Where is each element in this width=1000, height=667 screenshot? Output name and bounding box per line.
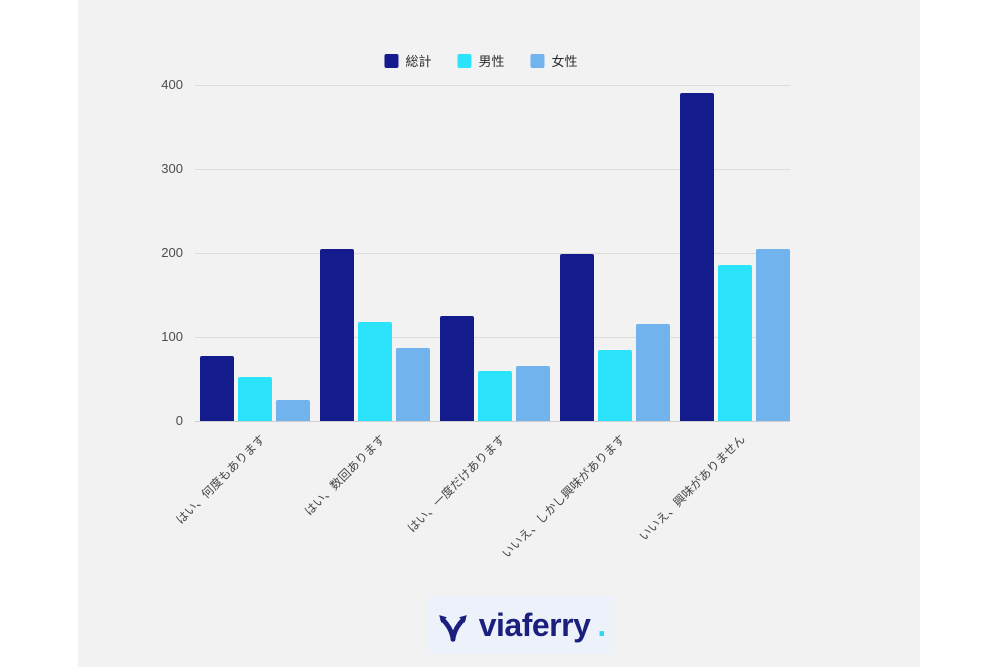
bar-男性-3[interactable] [598, 350, 632, 421]
y-tick-100: 100 [161, 329, 183, 344]
x-category-label-4: いいえ、興味がありません [636, 432, 748, 544]
y-tick-200: 200 [161, 245, 183, 260]
x-axis-line [195, 421, 790, 422]
legend-label: 総計 [405, 54, 432, 69]
bar-総計-4[interactable] [680, 92, 714, 421]
legend-item-0[interactable]: 総計 [384, 51, 431, 70]
bar-総計-3[interactable] [560, 253, 594, 421]
viaferry-logo: viaferry. [427, 596, 613, 654]
y-tick-300: 300 [161, 161, 183, 176]
bar-総計-2[interactable] [440, 316, 474, 421]
bar-女性-0[interactable] [276, 400, 310, 421]
chart-legend: 総計 男性 女性 [384, 51, 578, 70]
gridline-100 [195, 337, 790, 338]
chart-canvas: 総計 男性 女性 viaferry. 0 100 200 300 400 はい、何度もあります… [78, 0, 920, 667]
bar-男性-4[interactable] [718, 264, 752, 421]
gridline-300 [195, 169, 790, 170]
y-tick-0: 0 [175, 413, 183, 428]
legend-swatch [384, 53, 399, 68]
x-category-label-1: はい、数回あります [301, 432, 388, 519]
legend-item-1[interactable]: 男性 [457, 51, 505, 70]
bar-女性-3[interactable] [636, 324, 670, 421]
bar-総計-1[interactable] [320, 248, 354, 421]
gridline-200 [195, 253, 790, 254]
x-category-label-0: はい、何度もあります [173, 432, 268, 527]
bar-女性-1[interactable] [396, 347, 430, 421]
bar-男性-0[interactable] [238, 377, 272, 421]
y-tick-400: 400 [161, 77, 183, 92]
branching-arrows-icon [438, 614, 467, 642]
bar-女性-2[interactable] [516, 365, 550, 421]
logo-text: viaferry [478, 607, 591, 643]
logo-dot: . [597, 607, 607, 643]
bar-男性-2[interactable] [478, 371, 512, 421]
gridline-400 [195, 85, 790, 86]
legend-item-2[interactable]: 女性 [530, 51, 578, 70]
legend-label: 男性 [478, 54, 505, 69]
legend-label: 女性 [551, 54, 578, 69]
legend-swatch [457, 53, 472, 68]
bar-総計-0[interactable] [200, 356, 234, 421]
bar-男性-1[interactable] [358, 321, 392, 421]
bar-女性-4[interactable] [756, 248, 790, 421]
legend-swatch [530, 53, 545, 68]
